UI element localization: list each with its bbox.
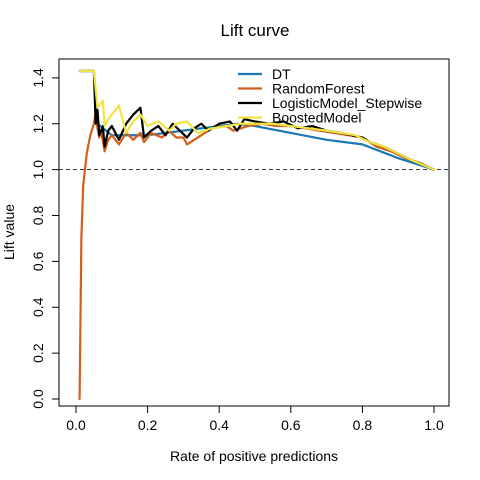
x-tick-label: 0.2 — [138, 417, 158, 433]
y-tick-label: 0.2 — [30, 343, 46, 363]
series-line-logisticmodel-stepwise — [78, 69, 436, 171]
legend-label-dt: DT — [272, 66, 291, 82]
x-tick-label: 0.4 — [209, 417, 229, 433]
series-lines — [78, 69, 436, 401]
y-axis-title: Lift value — [1, 204, 17, 260]
series-line-dt — [78, 69, 436, 171]
plot-frame — [58, 58, 450, 407]
y-tick-label: 0.8 — [30, 206, 46, 226]
series-line-boostedmodel — [78, 69, 436, 171]
legend-label-logisticmodel-stepwise: LogisticModel_Stepwise — [272, 95, 422, 111]
y-tick-label: 1.4 — [30, 68, 46, 88]
y-tick-label: 1.0 — [30, 160, 46, 180]
legend: DTRandomForestLogisticModel_StepwiseBoos… — [238, 66, 422, 126]
y-tick-label: 0.4 — [30, 297, 46, 317]
legend-label-randomforest: RandomForest — [272, 81, 365, 97]
x-tick-label: 0.6 — [281, 417, 301, 433]
x-tick-label: 1.0 — [424, 417, 444, 433]
y-tick-label: 0.6 — [30, 251, 46, 271]
x-tick-label: 0.8 — [353, 417, 373, 433]
chart-title: Lift curve — [221, 21, 290, 40]
x-axis-title: Rate of positive predictions — [170, 448, 338, 464]
series-line-randomforest — [78, 111, 436, 401]
legend-label-boostedmodel: BoostedModel — [272, 110, 362, 126]
y-tick-label: 1.2 — [30, 114, 46, 134]
x-axis: 0.0 0.2 0.4 0.6 0.8 1.0 — [66, 405, 444, 433]
y-axis: 0.0 0.2 0.4 0.6 0.8 1.0 1.2 1.4 — [30, 68, 60, 409]
y-tick-label: 0.0 — [30, 389, 46, 409]
x-tick-label: 0.0 — [66, 417, 86, 433]
